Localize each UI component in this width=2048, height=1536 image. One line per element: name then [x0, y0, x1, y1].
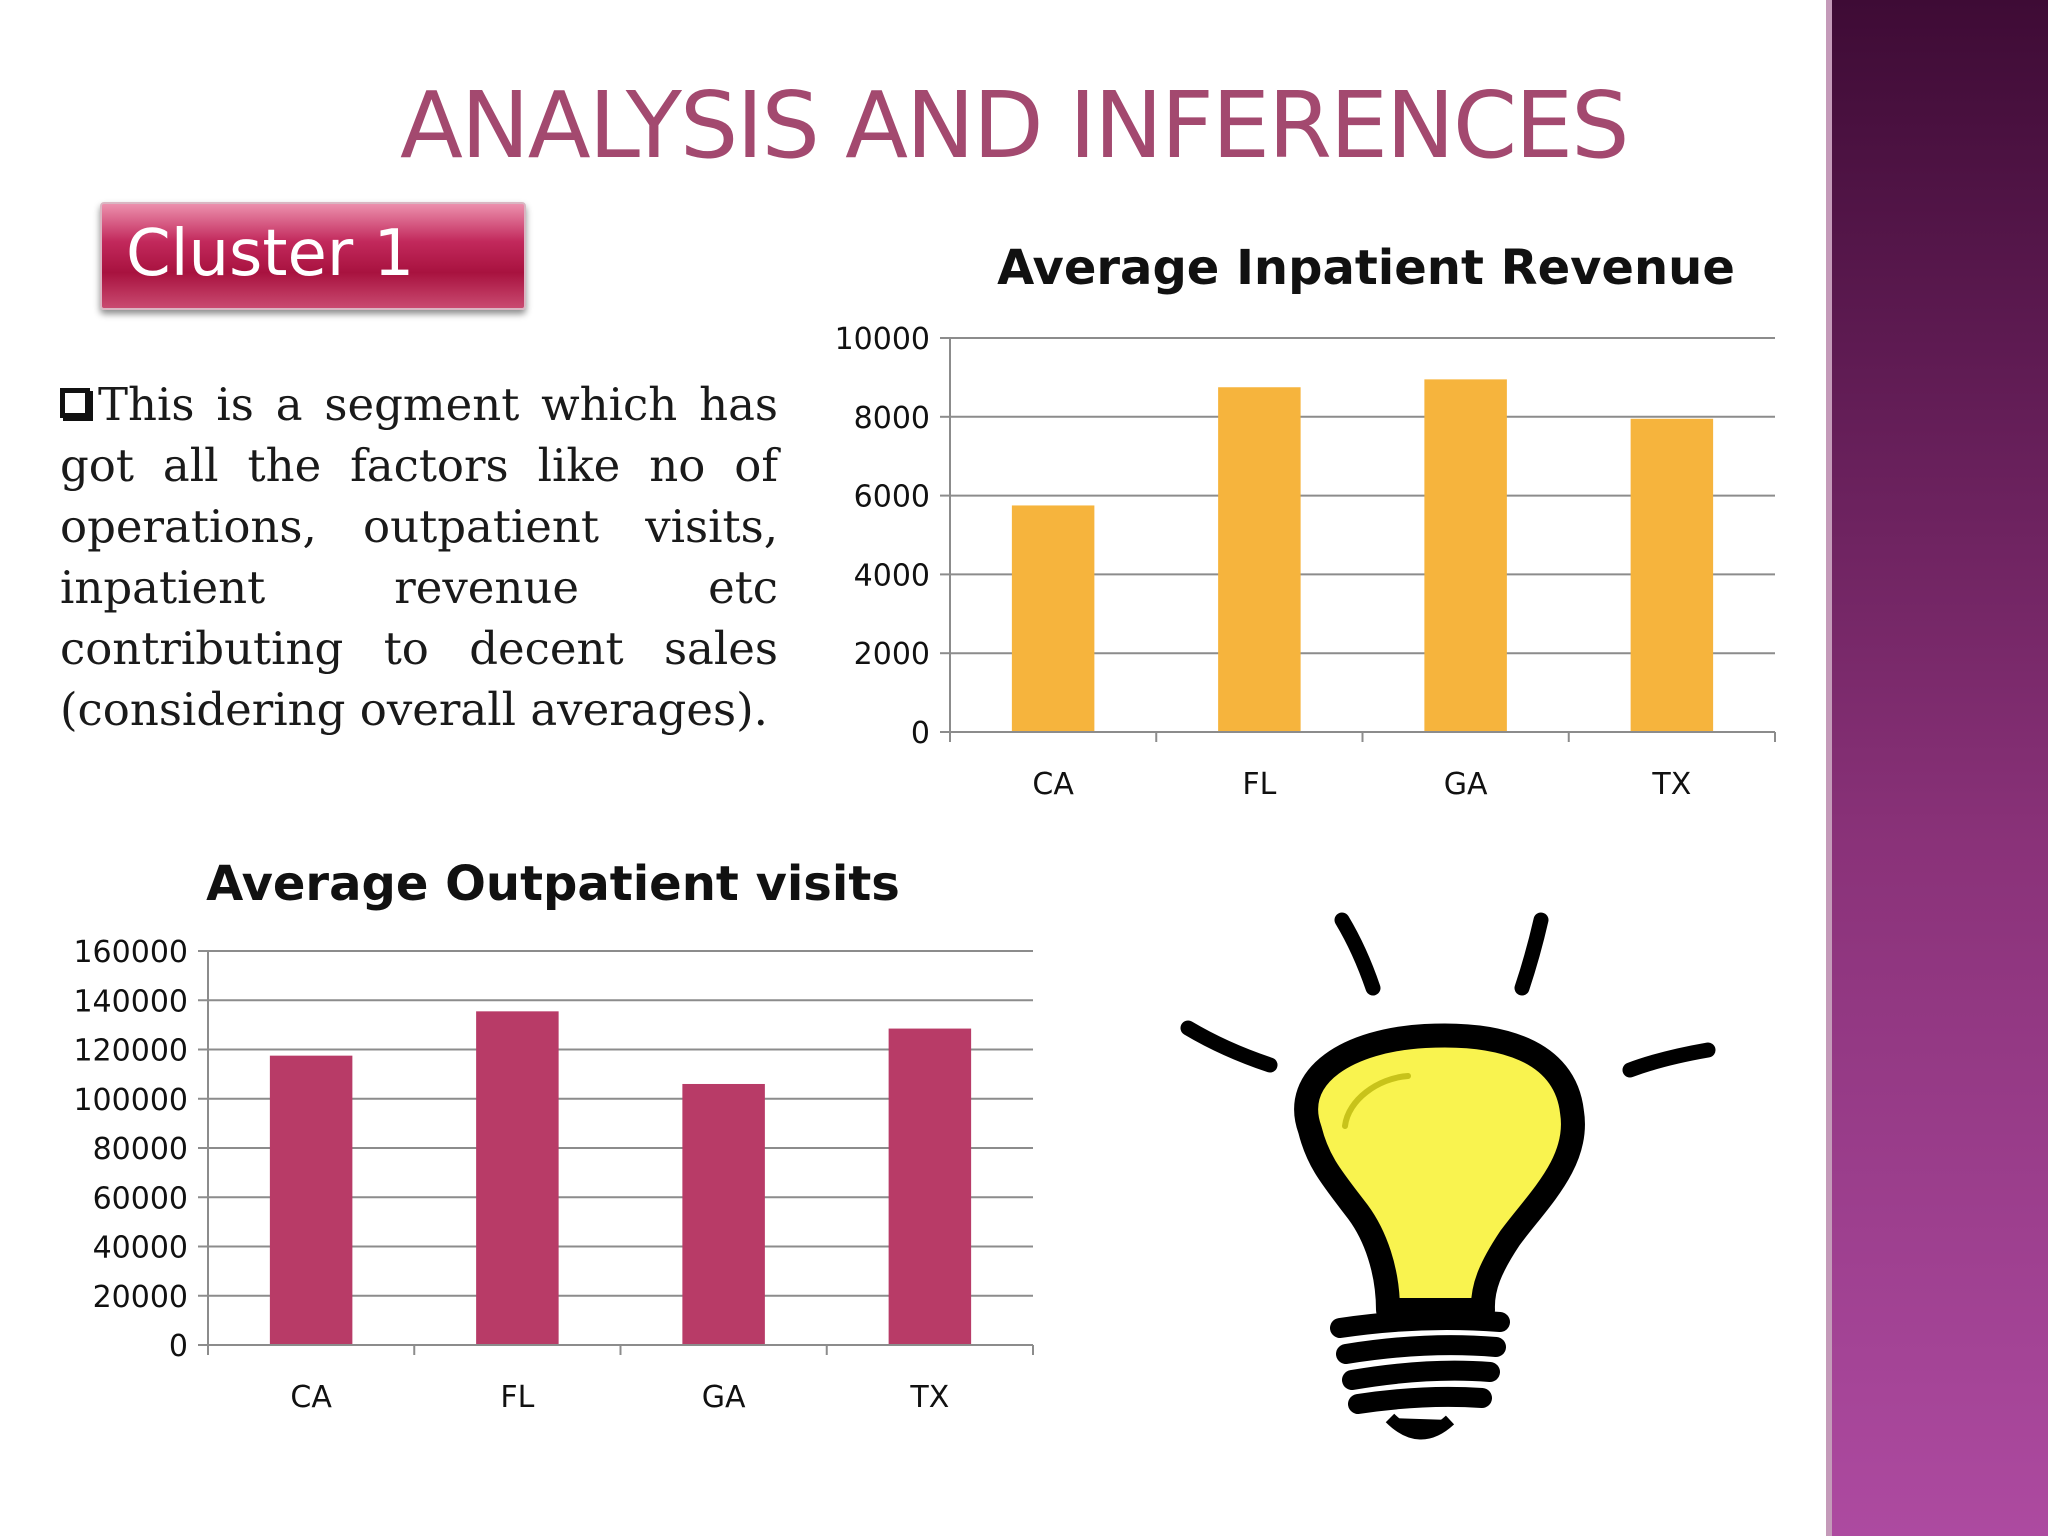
inpatient-bar-tx — [1630, 418, 1714, 732]
sidebar-edge — [1826, 0, 1832, 1536]
outpatient-bar-ca — [269, 1055, 353, 1345]
cluster-badge-label: Cluster 1 — [126, 217, 415, 291]
inpatient-y-tick-label: 2000 — [854, 637, 930, 672]
outpatient-y-tick-label: 20000 — [93, 1280, 188, 1315]
inpatient-chart-title: Average Inpatient Revenue — [997, 240, 1735, 296]
outpatient-y-tick-label: 160000 — [73, 935, 188, 970]
outpatient-chart-title: Average Outpatient visits — [206, 856, 900, 912]
outpatient-x-tick-label: FL — [500, 1380, 534, 1415]
lightbulb-icon — [1180, 912, 1716, 1440]
outpatient-y-tick-label: 60000 — [93, 1181, 188, 1216]
checkbox-icon — [60, 388, 90, 418]
outpatient-x-tick-label: TX — [909, 1380, 949, 1415]
outpatient-y-tick-label: 100000 — [73, 1083, 188, 1118]
inpatient-y-tick-label: 8000 — [854, 401, 930, 436]
outpatient-x-tick-label: GA — [702, 1380, 746, 1415]
outpatient-visits-chart: Average Outpatient visits 0 20000 40000 6000… — [73, 856, 1034, 1415]
inpatient-bar-fl — [1218, 387, 1301, 732]
outpatient-y-tick-label: 120000 — [73, 1034, 188, 1069]
outpatient-x-tick-label: CA — [290, 1380, 332, 1415]
cluster-badge: Cluster 1 — [100, 202, 526, 310]
inpatient-x-tick-label: CA — [1032, 767, 1074, 802]
inpatient-bar-ca — [1011, 505, 1095, 732]
inpatient-y-tick-label: 10000 — [835, 322, 930, 357]
outpatient-bar-fl — [476, 1011, 559, 1345]
decorative-sidebar — [1826, 0, 2048, 1536]
inpatient-y-tick-label: 4000 — [854, 558, 930, 593]
inpatient-bar-ga — [1424, 379, 1507, 732]
outpatient-y-tick-label: 140000 — [73, 984, 188, 1019]
body-text-content: This is a segment which has got all the … — [60, 378, 778, 736]
outpatient-bar-ga — [682, 1083, 765, 1345]
inpatient-x-tick-label: FL — [1242, 767, 1276, 802]
body-text: This is a segment which has got all the … — [60, 374, 778, 740]
outpatient-bar-tx — [888, 1028, 972, 1345]
inpatient-revenue-chart: Average Inpatient Revenue 0 2000 4000 6000 80… — [835, 240, 1776, 802]
outpatient-y-tick-label: 0 — [169, 1329, 188, 1364]
inpatient-x-tick-label: GA — [1444, 767, 1488, 802]
inpatient-y-tick-label: 0 — [911, 716, 930, 751]
outpatient-y-tick-label: 80000 — [93, 1132, 188, 1167]
slide-title: ANALYSIS AND INFERENCES — [400, 72, 1630, 179]
outpatient-y-tick-label: 40000 — [93, 1231, 188, 1266]
inpatient-y-tick-label: 6000 — [854, 480, 930, 515]
inpatient-x-tick-label: TX — [1651, 767, 1691, 802]
